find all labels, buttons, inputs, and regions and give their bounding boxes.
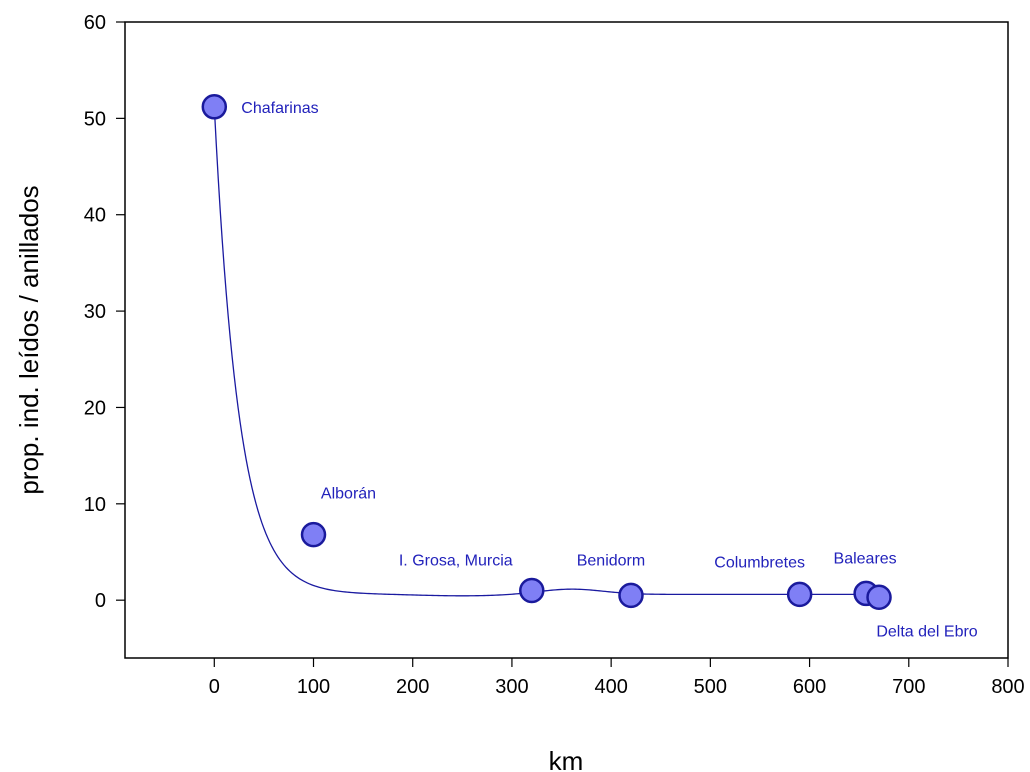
data-points xyxy=(201,94,892,611)
data-point-label: Columbretes xyxy=(714,554,805,571)
data-point-marker xyxy=(618,582,644,609)
x-tick-label: 300 xyxy=(495,676,528,698)
y-tick-label: 60 xyxy=(84,12,106,34)
plot-frame xyxy=(124,21,1009,659)
point-labels: Chafarinas Alborán I. Grosa, Murcia Benidor… xyxy=(241,100,978,640)
fit-curve xyxy=(213,106,882,597)
y-tick-label: 30 xyxy=(84,301,106,323)
y-tick-label: 10 xyxy=(84,494,106,516)
x-axis-title: km xyxy=(549,746,584,772)
y-axis-title: prop. ind. leídos / anillados xyxy=(14,185,44,494)
data-point-label: Chafarinas xyxy=(241,100,318,117)
y-tick-label: 0 xyxy=(95,590,106,612)
data-point-marker xyxy=(866,584,892,611)
x-tick-label: 800 xyxy=(991,676,1024,698)
x-tick-label: 700 xyxy=(892,676,925,698)
data-point-marker xyxy=(786,581,813,608)
data-point-marker xyxy=(201,94,228,120)
data-point-marker xyxy=(519,577,545,604)
data-point-label: Alborán xyxy=(321,486,376,503)
x-tick-label: 500 xyxy=(694,676,727,698)
y-tick-label: 50 xyxy=(84,108,106,130)
x-tick-label: 600 xyxy=(793,676,826,698)
data-point-label: Baleares xyxy=(834,550,897,567)
x-tick-label: 400 xyxy=(594,676,627,698)
x-tick-label: 200 xyxy=(396,676,429,698)
x-tick-label: 100 xyxy=(297,676,330,698)
y-tick-label: 40 xyxy=(84,205,106,227)
y-tick-label: 20 xyxy=(84,397,106,419)
data-point-label: I. Grosa, Murcia xyxy=(399,553,513,570)
data-point-label: Benidorm xyxy=(577,552,645,569)
data-point-label: Delta del Ebro xyxy=(876,623,977,640)
x-tick-label: 0 xyxy=(209,676,220,698)
axis-ticks: 0 100 200 300 400 500 600 700 800 0 10 20 30 40 50 60 xyxy=(84,12,1025,698)
data-point-marker xyxy=(300,521,327,548)
